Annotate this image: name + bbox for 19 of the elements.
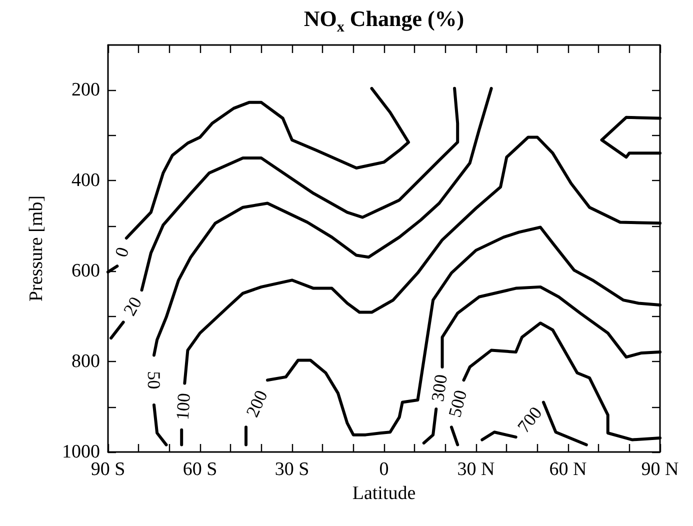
x-tick-label: 30 N — [457, 459, 496, 480]
y-tick-label: 400 — [72, 170, 100, 192]
y-tick-label: 200 — [72, 80, 100, 101]
text: 20 — [119, 293, 146, 319]
x-tick-label: 90 N — [641, 459, 680, 480]
y-tick-label: 600 — [72, 260, 100, 282]
x-axis-title: Latitude — [352, 482, 416, 504]
x-tick-label: 60 N — [549, 459, 588, 480]
y-axis-title: Pressure [mb] — [26, 195, 47, 302]
text: 100 — [172, 392, 194, 421]
text: 200 — [242, 387, 272, 420]
y-tick-label: 800 — [72, 351, 100, 372]
text: 0 — [110, 244, 133, 260]
x-tick-label: 60 S — [182, 459, 218, 480]
x-tick-label: 30 S — [274, 459, 310, 480]
text: 700 — [513, 402, 546, 436]
x-tick-label: 0 — [379, 459, 389, 480]
chart-title: NO$_{x}$ Change (%) — [302, 6, 466, 36]
text: 50 — [144, 371, 164, 390]
